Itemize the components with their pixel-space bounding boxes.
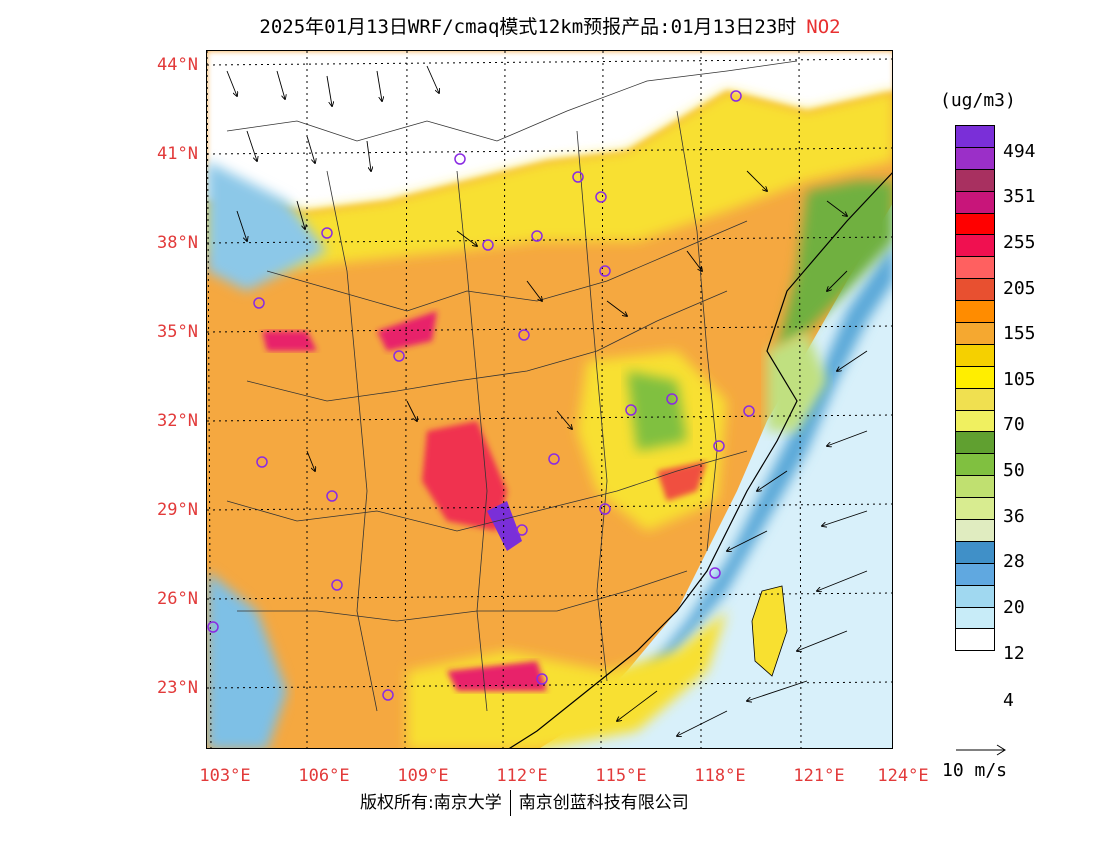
colorbar-cell <box>955 234 995 258</box>
concentration-map <box>206 50 893 749</box>
lat-label-38: 38°N <box>157 233 198 253</box>
colorbar-cell <box>955 278 995 302</box>
colorbar-label: 28 <box>1003 551 1025 572</box>
colorbar-label: 4 <box>1003 690 1014 711</box>
colorbar-label: 494 <box>1003 141 1036 162</box>
lat-label-41: 41°N <box>157 144 198 164</box>
lon-label-121: 121°E <box>793 766 845 786</box>
colorbar-cell <box>955 146 995 170</box>
chart-title: 2025年01月13日WRF/cmaq模式12km预报产品:01月13日23时 N… <box>0 12 1100 39</box>
colorbar-cell <box>955 431 995 455</box>
colorbar-cell <box>955 409 995 433</box>
footer-left: 版权所有:南京大学 <box>360 793 502 813</box>
colorbar-cell <box>955 497 995 521</box>
colorbar-cell <box>955 212 995 236</box>
colorbar-cell <box>955 168 995 192</box>
colorbar-cell <box>955 125 995 148</box>
colorbar-label: 50 <box>1003 460 1025 481</box>
colorbar-label: 36 <box>1003 506 1025 527</box>
lon-label-124: 124°E <box>877 766 929 786</box>
lat-label-35: 35°N <box>157 322 198 342</box>
footer-separator <box>509 790 511 816</box>
colorbar-cell <box>955 584 995 608</box>
colorbar-label: 155 <box>1003 323 1036 344</box>
colorbar-label: 351 <box>1003 186 1036 207</box>
lat-label-29: 29°N <box>157 500 198 520</box>
colorbar-label: 255 <box>1003 232 1036 253</box>
colorbar-cell <box>955 343 995 367</box>
lon-label-106: 106°E <box>298 766 350 786</box>
reference-vector-arrow <box>956 744 1006 756</box>
colorbar-cell <box>955 190 995 214</box>
lon-label-109: 109°E <box>397 766 449 786</box>
colorbar-label: 20 <box>1003 597 1025 618</box>
map-canvas <box>207 51 892 748</box>
colorbar-cell <box>955 387 995 411</box>
colorbar-label: 205 <box>1003 278 1036 299</box>
colorbar-cell <box>955 628 995 652</box>
reference-vector-label: 10 m/s <box>942 760 1008 781</box>
colorbar-cell <box>955 475 995 499</box>
lat-label-44: 44°N <box>157 55 198 75</box>
lat-label-32: 32°N <box>157 411 198 431</box>
colorbar-label: 105 <box>1003 369 1036 390</box>
footer-right: 南京创蓝科技有限公司 <box>518 793 689 813</box>
colorbar <box>955 125 995 652</box>
lon-label-118: 118°E <box>694 766 746 786</box>
lat-label-23: 23°N <box>157 678 198 698</box>
colorbar-unit: (ug/m3) <box>940 90 1016 111</box>
lat-label-26: 26°N <box>157 589 198 609</box>
lon-label-103: 103°E <box>199 766 251 786</box>
colorbar-label: 70 <box>1003 414 1025 435</box>
lon-label-112: 112°E <box>496 766 548 786</box>
colorbar-cell <box>955 519 995 542</box>
pollutant-label: NO2 <box>806 16 841 38</box>
colorbar-cell <box>955 322 995 345</box>
copyright-footer: 版权所有:南京大学 南京创蓝科技有限公司 <box>360 788 689 816</box>
colorbar-cell <box>955 453 995 477</box>
title-text: 2025年01月13日WRF/cmaq模式12km预报产品:01月13日23时 <box>259 16 797 38</box>
colorbar-cell <box>955 300 995 324</box>
colorbar-cell <box>955 540 995 564</box>
colorbar-cell <box>955 606 995 630</box>
colorbar-cell <box>955 256 995 280</box>
lon-label-115: 115°E <box>595 766 647 786</box>
colorbar-cell <box>955 365 995 389</box>
colorbar-label: 12 <box>1003 643 1025 664</box>
colorbar-cell <box>955 562 995 586</box>
